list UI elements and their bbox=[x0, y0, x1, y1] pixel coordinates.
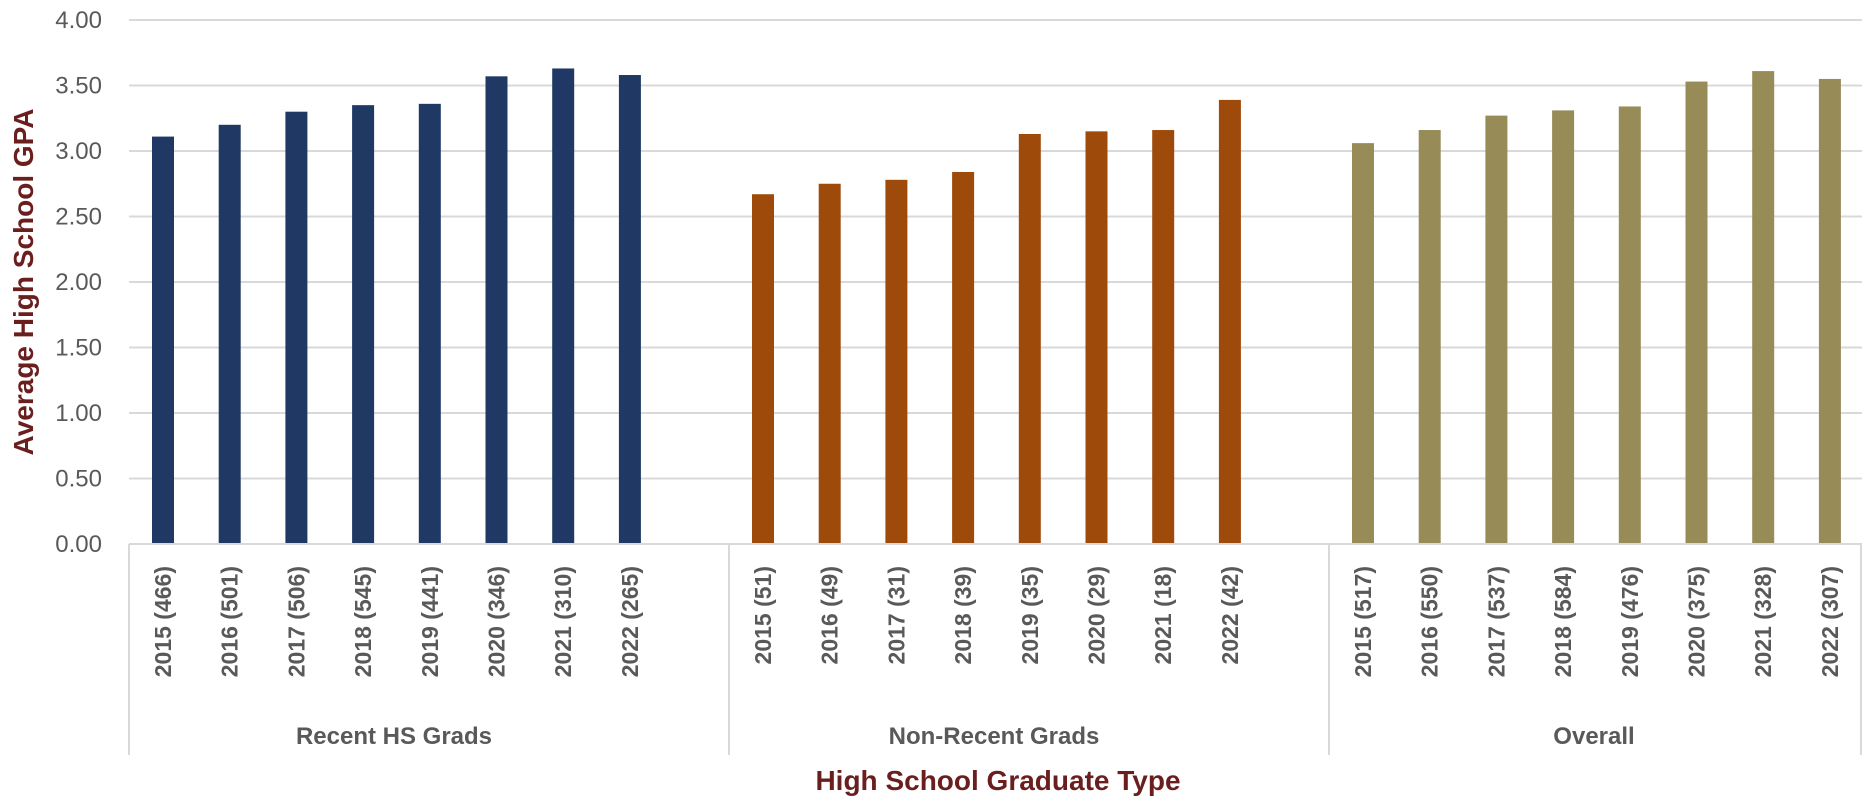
x-axis-title: High School Graduate Type bbox=[815, 765, 1180, 796]
x-tick-label: 2019 (35) bbox=[1017, 566, 1043, 664]
bar bbox=[485, 76, 508, 544]
bar bbox=[218, 124, 241, 545]
y-tick-label: 1.00 bbox=[55, 400, 102, 427]
y-tick-label: 2.50 bbox=[55, 204, 102, 231]
bar bbox=[1018, 133, 1041, 544]
x-tick-label: 2018 (584) bbox=[1550, 566, 1576, 677]
x-tick-label: 2022 (42) bbox=[1217, 566, 1243, 664]
bar bbox=[1752, 71, 1775, 544]
bar bbox=[752, 194, 774, 545]
bar bbox=[1485, 115, 1508, 544]
x-axis-ticks: 2015 (466) 2016 (501) 2017 (506) 2018 (545)… bbox=[150, 566, 1843, 677]
bar bbox=[818, 183, 841, 544]
group-label: Non-Recent Grads bbox=[889, 723, 1100, 750]
x-tick-label: 2017 (31) bbox=[883, 566, 909, 664]
bar bbox=[952, 171, 975, 544]
x-tick-label: 2017 (537) bbox=[1483, 566, 1509, 677]
y-tick-label: 0.50 bbox=[55, 466, 102, 493]
y-axis-ticks: 0.00 0.50 1.00 1.50 2.00 2.50 3.00 3.50 4.00 bbox=[55, 7, 102, 558]
bar bbox=[1352, 143, 1374, 544]
x-tick-label: 2021 (18) bbox=[1150, 566, 1176, 664]
group-label: Recent HS Grads bbox=[296, 723, 492, 750]
y-tick-label: 0.00 bbox=[55, 531, 102, 558]
bar bbox=[152, 136, 174, 544]
bar bbox=[885, 179, 908, 544]
x-tick-label: 2020 (375) bbox=[1684, 566, 1710, 677]
x-tick-label: 2019 (441) bbox=[417, 566, 443, 677]
bar bbox=[1218, 99, 1241, 544]
gridlines bbox=[129, 19, 1862, 545]
bar bbox=[618, 75, 641, 545]
bar bbox=[352, 105, 375, 545]
x-tick-label: 2021 (310) bbox=[550, 566, 576, 677]
x-axis bbox=[128, 543, 1862, 755]
bar bbox=[1552, 110, 1575, 544]
y-tick-label: 4.00 bbox=[55, 7, 102, 34]
x-tick-label: 2021 (328) bbox=[1750, 566, 1776, 677]
x-tick-label: 2020 (29) bbox=[1084, 566, 1110, 664]
group-labels: Recent HS Grads Non-Recent Grads Overall bbox=[296, 723, 1635, 750]
x-tick-label: 2020 (346) bbox=[484, 566, 510, 677]
bar bbox=[1418, 130, 1441, 545]
x-tick-label: 2016 (501) bbox=[217, 566, 243, 677]
bar bbox=[1085, 131, 1108, 544]
x-tick-label: 2015 (466) bbox=[150, 566, 176, 677]
bar bbox=[1685, 81, 1708, 544]
x-tick-label: 2018 (545) bbox=[350, 566, 376, 677]
y-tick-label: 1.50 bbox=[55, 335, 102, 362]
group-label: Overall bbox=[1553, 723, 1634, 750]
bar bbox=[418, 103, 441, 544]
bars bbox=[152, 68, 1841, 545]
x-tick-label: 2017 (506) bbox=[283, 566, 309, 677]
x-tick-label: 2022 (265) bbox=[617, 566, 643, 677]
x-tick-label: 2015 (51) bbox=[750, 566, 776, 664]
bar bbox=[1818, 78, 1841, 544]
x-tick-label: 2019 (476) bbox=[1617, 566, 1643, 677]
bar bbox=[285, 111, 308, 544]
x-tick-label: 2016 (49) bbox=[817, 566, 843, 664]
bar bbox=[552, 68, 575, 544]
x-tick-label: 2018 (39) bbox=[950, 566, 976, 664]
y-tick-label: 2.00 bbox=[55, 269, 102, 296]
y-axis-title: Average High School GPA bbox=[8, 109, 39, 456]
y-tick-label: 3.00 bbox=[55, 138, 102, 165]
bar bbox=[1152, 130, 1175, 545]
x-tick-label: 2015 (517) bbox=[1350, 566, 1376, 677]
bar bbox=[1618, 106, 1641, 545]
x-tick-label: 2022 (307) bbox=[1817, 566, 1843, 677]
y-tick-label: 3.50 bbox=[55, 73, 102, 100]
x-tick-label: 2016 (550) bbox=[1417, 566, 1443, 677]
